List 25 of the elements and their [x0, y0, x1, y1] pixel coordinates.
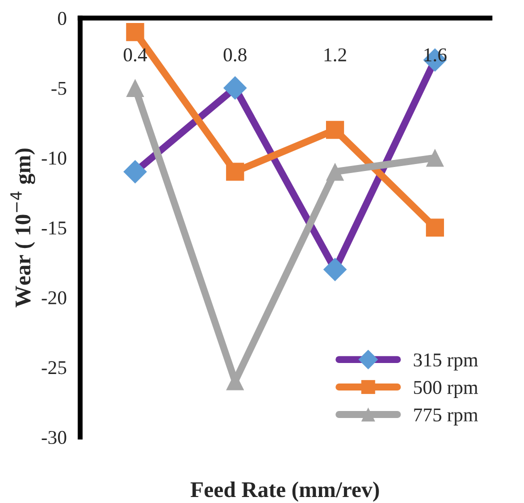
legend-label: 500 rpm [414, 380, 478, 398]
y-tick-label: -10 [42, 152, 66, 165]
y-tick-label: -15 [42, 222, 66, 235]
point [426, 148, 444, 167]
y-axis-title: Wear ( 10$^{−4}$ gm) [10, 148, 36, 308]
point [126, 78, 144, 97]
point [326, 120, 344, 139]
point [426, 218, 444, 237]
point [226, 162, 244, 181]
x-tick-label: 1.2 [324, 48, 346, 62]
x-tick-label: 0.4 [124, 48, 147, 62]
x-tick-label: 0.8 [224, 48, 246, 62]
legend-label: 775 rpm [414, 408, 478, 426]
x-axis-title: Feed Rate (mm/rev) [190, 482, 379, 502]
point [326, 162, 344, 181]
y-tick-label: -30 [42, 430, 66, 444]
point [126, 23, 144, 42]
legend-label: 315 rpm [414, 353, 478, 370]
y-tick-label: 0 [58, 12, 66, 26]
y-tick-label: -5 [52, 82, 66, 95]
y-tick-label: -20 [42, 291, 66, 304]
point [223, 76, 247, 100]
point [323, 258, 347, 282]
point [123, 160, 147, 184]
y-tick-label: -25 [42, 361, 66, 374]
